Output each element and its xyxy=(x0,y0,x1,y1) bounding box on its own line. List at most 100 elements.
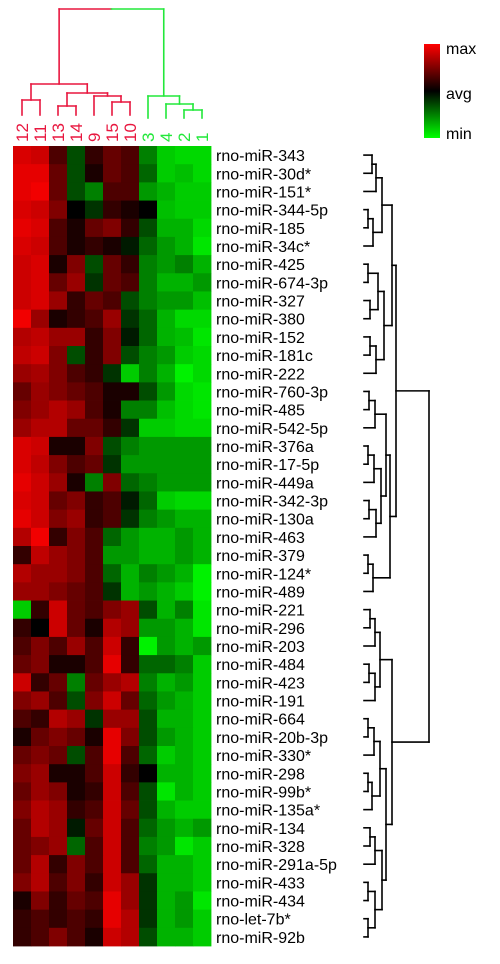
heatmap-cell xyxy=(85,473,104,492)
heatmap-cell xyxy=(13,673,32,692)
heatmap-cell xyxy=(49,800,68,820)
heatmap-cell xyxy=(121,927,140,947)
row-label: rno-miR-433 xyxy=(216,875,305,892)
row-label: rno-miR-191 xyxy=(216,694,305,711)
heatmap-cell xyxy=(31,909,50,929)
heatmap-cell xyxy=(121,400,140,420)
heatmap-cell xyxy=(67,364,86,383)
heatmap-cell xyxy=(139,527,158,547)
heatmap-cell xyxy=(193,309,212,329)
heatmap-cell xyxy=(121,546,140,565)
heatmap-cell xyxy=(85,491,104,511)
heatmap-cell xyxy=(31,782,50,801)
heatmap-cell xyxy=(193,273,212,292)
heatmap-cell xyxy=(85,418,104,438)
heatmap-cell xyxy=(193,546,212,565)
heatmap-cell xyxy=(175,636,194,656)
heatmap-cell xyxy=(103,309,122,329)
heatmap-cell xyxy=(31,327,50,347)
heatmap-cell xyxy=(31,291,50,311)
heatmap-cell xyxy=(157,509,176,529)
heatmap-cell xyxy=(139,382,158,401)
heatmap-cell xyxy=(175,618,194,638)
heatmap-cell xyxy=(139,400,158,420)
legend-label-min: min xyxy=(446,126,472,143)
heatmap-cell xyxy=(49,673,68,692)
heatmap-cell xyxy=(49,491,68,511)
heatmap-cell xyxy=(49,818,68,838)
heatmap-cell xyxy=(13,909,32,929)
heatmap-cell xyxy=(103,273,122,292)
row-label: rno-miR-135a* xyxy=(216,803,320,820)
heatmap-cell xyxy=(193,618,212,638)
heatmap-cell xyxy=(49,291,68,311)
heatmap-cell xyxy=(193,800,212,820)
heatmap-cell xyxy=(175,709,194,729)
heatmap-cell xyxy=(49,146,68,165)
heatmap-cell xyxy=(157,491,176,511)
heatmap-cell xyxy=(121,255,140,274)
row-label: rno-miR-134 xyxy=(216,821,305,838)
heatmap-cell xyxy=(85,291,104,311)
heatmap-cell xyxy=(31,164,50,183)
heatmap-cell xyxy=(193,146,212,165)
heatmap-cell xyxy=(85,200,104,220)
heatmap-cell xyxy=(85,164,104,183)
heatmap-cell xyxy=(157,546,176,565)
row-label: rno-miR-760-3p xyxy=(216,384,328,401)
heatmap-cell xyxy=(85,836,104,856)
heatmap-cell xyxy=(49,891,68,911)
heatmap-cell xyxy=(13,382,32,401)
heatmap-cell xyxy=(49,164,68,183)
heatmap-cell xyxy=(13,400,32,420)
heatmap-cell xyxy=(31,618,50,638)
heatmap-cell xyxy=(85,273,104,292)
column-label: 3 xyxy=(139,133,158,142)
heatmap-cell xyxy=(121,818,140,838)
heatmap-cell xyxy=(175,509,194,529)
heatmap-cell xyxy=(175,182,194,201)
heatmap-cell xyxy=(121,636,140,656)
row-label: rno-miR-34c* xyxy=(216,239,310,256)
heatmap-cell xyxy=(157,691,176,711)
heatmap-cell xyxy=(67,382,86,401)
heatmap-cell xyxy=(13,473,32,492)
heatmap-cell xyxy=(49,455,68,474)
heatmap-cell xyxy=(31,836,50,856)
heatmap-cell xyxy=(175,218,194,238)
heatmap-cell xyxy=(175,927,194,947)
heatmap-cell xyxy=(85,582,104,601)
heatmap-cell xyxy=(175,473,194,492)
heatmap-cell xyxy=(157,236,176,256)
heatmap-cell xyxy=(31,873,50,892)
heatmap-cell xyxy=(103,236,122,256)
heatmap-cell xyxy=(13,291,32,311)
heatmap-cell xyxy=(85,527,104,547)
row-label: rno-miR-376a xyxy=(216,439,314,456)
heatmap-cell xyxy=(49,855,68,874)
heatmap-cell xyxy=(85,218,104,238)
heatmap-cell xyxy=(103,291,122,311)
heatmap-cell xyxy=(193,218,212,238)
heatmap-cell xyxy=(157,800,176,820)
heatmap-cell xyxy=(13,636,32,656)
heatmap-cell xyxy=(175,200,194,220)
heatmap-cell xyxy=(193,600,212,620)
heatmap-cell xyxy=(85,800,104,820)
heatmap-cell xyxy=(103,364,122,383)
heatmap-cell xyxy=(13,200,32,220)
row-label: rno-miR-222 xyxy=(216,366,305,383)
heatmap-cell xyxy=(103,727,122,747)
heatmap-cell xyxy=(67,636,86,656)
heatmap-cell xyxy=(67,436,86,456)
heatmap-cell xyxy=(175,418,194,438)
heatmap-cell xyxy=(139,782,158,801)
heatmap-cell xyxy=(193,582,212,601)
heatmap-cell xyxy=(85,309,104,329)
heatmap-cell xyxy=(103,909,122,929)
heatmap-cell xyxy=(13,600,32,620)
heatmap-cell xyxy=(175,727,194,747)
heatmap-cell xyxy=(139,636,158,656)
heatmap-cell xyxy=(175,800,194,820)
row-label: rno-miR-328 xyxy=(216,839,305,856)
